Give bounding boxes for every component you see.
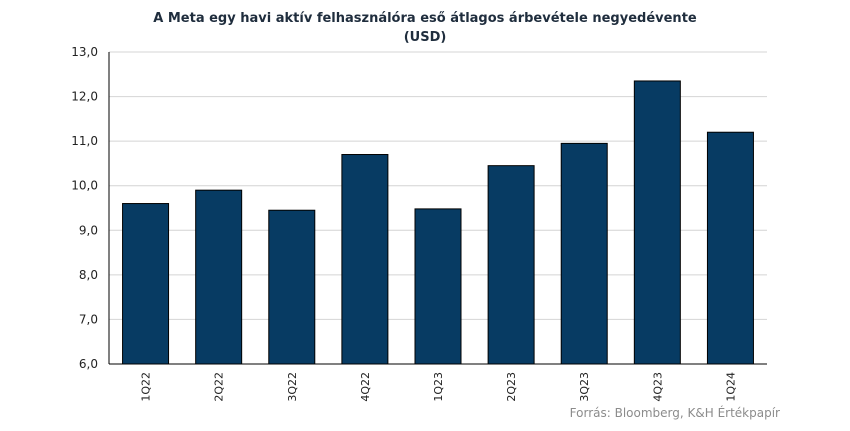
y-tick-label: 6,0 (79, 357, 98, 371)
x-tick-label: 1Q24 (724, 372, 737, 402)
y-tick-label: 8,0 (79, 268, 98, 282)
x-tick-label: 4Q22 (359, 372, 372, 402)
x-tick-label: 1Q22 (140, 372, 153, 402)
y-tick-label: 7,0 (79, 312, 98, 326)
chart-subtitle: (USD) (403, 30, 447, 45)
y-tick-label: 13,0 (71, 45, 98, 59)
y-tick-label: 12,0 (71, 90, 98, 104)
y-tick-label: 10,0 (71, 179, 98, 193)
y-tick-label: 9,0 (79, 223, 98, 237)
x-tick-label: 3Q22 (286, 372, 299, 402)
bar-1Q22 (122, 203, 170, 365)
x-tick-label: 2Q22 (213, 372, 226, 402)
y-tick-label: 11,0 (71, 134, 98, 148)
x-tick-label: 3Q23 (578, 372, 591, 402)
bar-2Q22 (195, 189, 243, 365)
bar-3Q23 (560, 142, 608, 365)
chart-title: A Meta egy havi aktív felhasználóra eső … (0, 9, 850, 47)
source-note: Forrás: Bloomberg, K&H Értékpapír (569, 406, 780, 420)
bar-4Q22 (341, 154, 389, 365)
x-tick-label: 4Q23 (651, 372, 664, 402)
x-tick-label: 2Q23 (505, 372, 518, 402)
x-tick-label: 1Q23 (432, 372, 445, 402)
bar-4Q23 (633, 80, 681, 365)
bar-1Q24 (706, 131, 754, 365)
bar-2Q23 (487, 165, 535, 365)
bar-3Q22 (268, 209, 316, 365)
chart-title-line: A Meta egy havi aktív felhasználóra eső … (153, 11, 697, 26)
bar-1Q23 (414, 208, 462, 365)
